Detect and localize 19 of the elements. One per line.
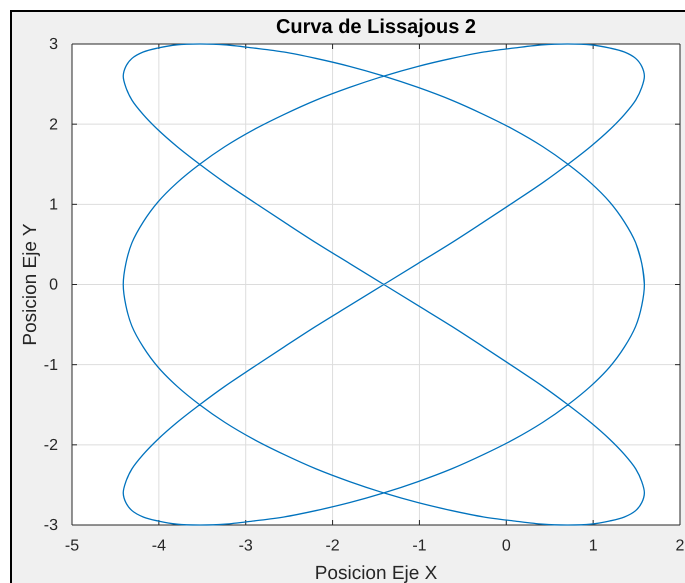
- x-tick-label: -4: [152, 537, 166, 554]
- y-tick-label: -1: [44, 356, 58, 374]
- x-tick-label: -1: [412, 537, 427, 554]
- y-tick-label: 1: [49, 196, 58, 214]
- x-tick-label: -3: [238, 537, 253, 554]
- x-axis-title: Posicion Eje X: [314, 563, 438, 583]
- y-axis-title: Posicion Eje Y: [20, 223, 41, 346]
- chart-title: Curva de Lissajous 2: [276, 16, 476, 38]
- x-tick-label: 0: [502, 537, 511, 554]
- x-tick-label: -5: [64, 537, 80, 554]
- x-tick-label: 1: [588, 537, 598, 554]
- x-tick-label: -2: [325, 537, 340, 554]
- y-tick-label: 2: [49, 116, 58, 134]
- x-tick-label: 2: [676, 537, 685, 554]
- y-tick-label: -3: [44, 517, 58, 534]
- line-series: [122, 43, 646, 526]
- y-tick-label: -2: [44, 436, 58, 454]
- y-tick-label: 3: [49, 36, 58, 54]
- y-tick-label: 0: [49, 276, 58, 294]
